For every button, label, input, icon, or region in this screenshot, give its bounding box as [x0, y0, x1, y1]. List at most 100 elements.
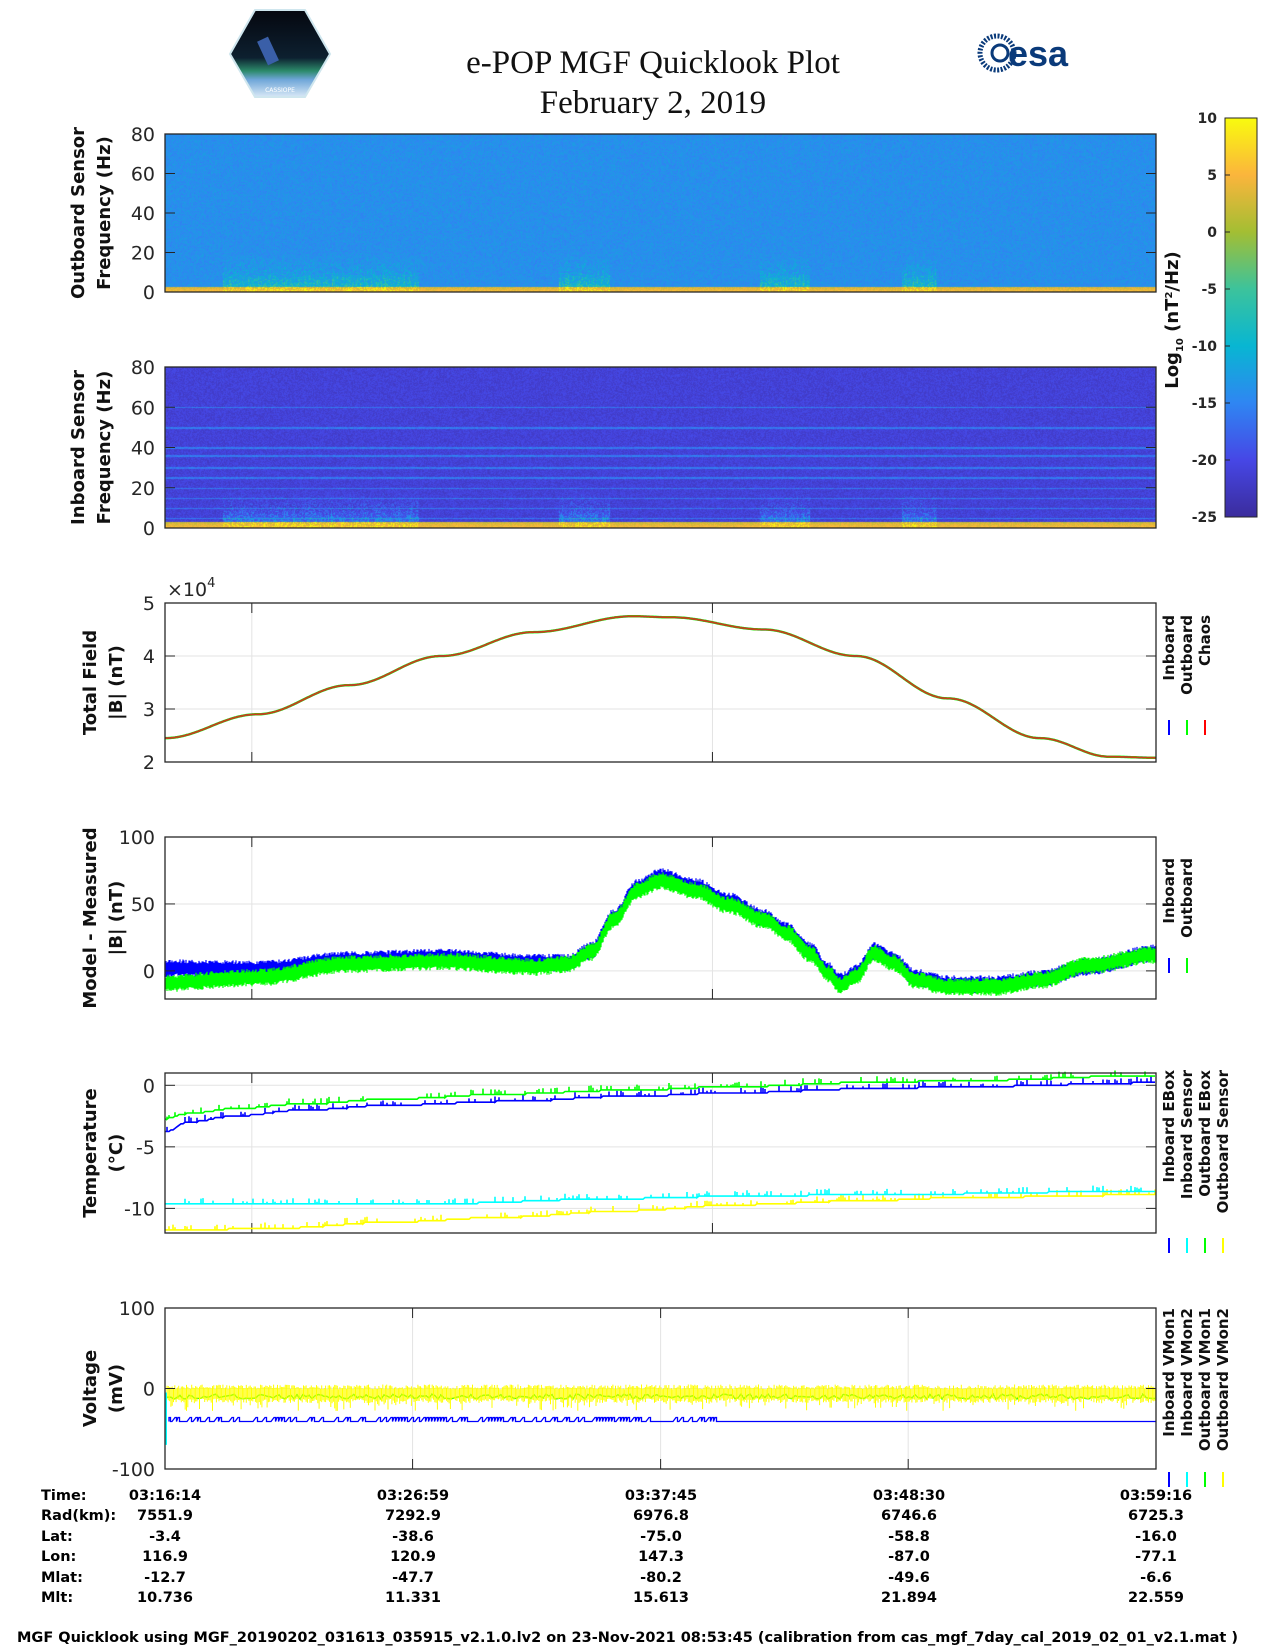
- plot-area: [165, 603, 1156, 762]
- esa-logo-text: esa: [1008, 33, 1069, 74]
- plot-area: [165, 1073, 1156, 1233]
- ephemeris-value: 6746.6: [881, 1508, 937, 1524]
- y-axis-label: Frequency (Hz): [94, 136, 115, 290]
- y-tick-label: 4: [143, 646, 155, 668]
- panel-volt: Inboard VMon1 Inboard VMon2 Outboard VMon1…: [80, 1298, 1232, 1487]
- ephemeris-value: 120.9: [390, 1549, 436, 1565]
- outboard-ebox-line: [165, 1070, 1155, 1121]
- plot-title: e-POP MGF Quicklook Plot: [466, 45, 840, 81]
- inboard-ebox-line: [165, 1076, 1155, 1133]
- y-tick-label: 3: [143, 699, 155, 721]
- y-axis-label: (°C): [106, 1134, 127, 1173]
- y-axis-label: Outboard Sensor: [68, 127, 89, 299]
- legend-label: Outboard: [1178, 858, 1196, 938]
- axes-frame: [164, 133, 1157, 293]
- y-axis-label: (mV): [106, 1364, 127, 1413]
- colorbar-tick-label: -20: [1192, 453, 1218, 469]
- y-tick-label: 60: [131, 397, 155, 419]
- y-axis-label: |B| (nT): [106, 645, 127, 720]
- colorbar: 10 5 0 -5 -10 -15 -20 -25 Log10 (nT2/Hz): [1162, 111, 1258, 526]
- ephemeris-value: 6725.3: [1128, 1508, 1184, 1524]
- ephemeris-value: 7292.9: [385, 1508, 441, 1524]
- y-tick-label: -10: [124, 1198, 155, 1220]
- ephemeris-row-label: Rad(km):: [41, 1508, 116, 1524]
- inboard-vmon1-line: [168, 1416, 1156, 1423]
- y-tick-label: 0: [143, 282, 155, 304]
- legend-label: Outboard EBox: [1196, 1070, 1214, 1197]
- axes-frame: [164, 602, 1157, 763]
- y-tick-label: 40: [131, 438, 155, 460]
- y-tick-label: 60: [131, 164, 155, 186]
- y-tick-label: 100: [119, 1298, 155, 1320]
- colorbar-label: Log10 (nT2/Hz): [1162, 251, 1186, 389]
- ephemeris-row-label: Lat:: [41, 1529, 73, 1545]
- ephemeris-value: 11.331: [385, 1590, 441, 1606]
- legend-label: Outboard VMon2: [1214, 1308, 1232, 1451]
- ephemeris-value: 03:37:45: [625, 1488, 697, 1504]
- ephemeris-value: 15.613: [633, 1590, 689, 1606]
- panel-temp: Inboard EBox Inboard Sensor Outboard EBox O…: [80, 1069, 1232, 1253]
- axes-frame: [164, 1072, 1157, 1234]
- y-tick-label: -100: [112, 1459, 155, 1481]
- legend-label: Outboard VMon1: [1196, 1308, 1214, 1451]
- ephemeris-value: 03:26:59: [377, 1488, 449, 1504]
- y-axis-label: Model - Measured: [80, 827, 101, 1008]
- axes-frame: [164, 836, 1157, 1000]
- ephemeris-value: -38.6: [392, 1529, 434, 1545]
- panel-spec_out: 0 20 40 60 80 Outboard Sensor Frequency (Hz): [68, 124, 1157, 304]
- plot-date: February 2, 2019: [540, 85, 766, 121]
- esa-logo: esa: [977, 33, 1069, 74]
- ephemeris-value: -49.6: [888, 1570, 930, 1586]
- y-tick-label: 100: [119, 827, 155, 849]
- ephemeris-value: -16.0: [1135, 1529, 1177, 1545]
- y-tick-label: 0: [143, 518, 155, 540]
- legend-label: Chaos: [1196, 615, 1214, 666]
- y-tick-label: 2: [143, 752, 155, 774]
- inboard-spectrogram: [165, 367, 1156, 528]
- legend-label: Inboard: [1160, 858, 1178, 924]
- colorbar-tick-label: -10: [1192, 339, 1218, 355]
- ephemeris-value: 22.559: [1128, 1590, 1184, 1606]
- ephemeris-table: Time: Rad(km): Lat: Lon: Mlat: Mlt: 03:16:14 75…: [41, 1488, 1192, 1606]
- ephemeris-value: -58.8: [888, 1529, 930, 1545]
- y-tick-label: 0: [143, 1379, 155, 1401]
- inboard-sensor-line: [165, 1185, 1155, 1205]
- ephemeris-value: 03:16:14: [129, 1488, 201, 1504]
- ephemeris-value: 10.736: [137, 1590, 193, 1606]
- cassiope-logo-text: CASSIOPE: [265, 87, 295, 94]
- ephemeris-value: 7551.9: [137, 1508, 193, 1524]
- ephemeris-value: 03:48:30: [873, 1488, 945, 1504]
- y-axis-label: Voltage: [80, 1350, 101, 1427]
- ephemeris-row-label: Time:: [41, 1488, 87, 1504]
- y-tick-label: 0: [143, 961, 155, 983]
- legend-label: Outboard: [1178, 615, 1196, 695]
- ephemeris-value: -47.7: [392, 1570, 434, 1586]
- legend-label: Inboard VMon1: [1160, 1308, 1178, 1437]
- y-axis-label: Frequency (Hz): [94, 371, 115, 525]
- colorbar-tick-label: -15: [1192, 396, 1217, 412]
- outboard-spectrogram: [165, 134, 1156, 292]
- satellite-icon: [257, 36, 279, 66]
- panel-spec_in: 0 20 40 60 80 Inboard Sensor Frequency (Hz): [68, 357, 1157, 540]
- y-axis-label: Temperature: [80, 1088, 101, 1217]
- y-tick-label: -5: [136, 1137, 155, 1159]
- y-tick-label: 40: [131, 203, 155, 225]
- ephemeris-value: -3.4: [149, 1529, 181, 1545]
- cassiope-logo: CASSIOPE: [228, 9, 332, 98]
- axes-frame: [164, 366, 1157, 529]
- colorbar-tick-label: 0: [1207, 225, 1217, 241]
- colorbar-tick-label: -25: [1192, 510, 1217, 526]
- ephemeris-value: -87.0: [888, 1549, 930, 1565]
- legend-label: Inboard VMon2: [1178, 1308, 1196, 1437]
- colorbar-tick-label: 10: [1198, 111, 1218, 127]
- ephemeris-row-label: Lon:: [41, 1549, 76, 1565]
- legend-label: Inboard Sensor: [1178, 1069, 1196, 1199]
- y-axis-label: Inboard Sensor: [68, 370, 89, 525]
- legend-label: Inboard: [1160, 615, 1178, 681]
- y-tick-label: 50: [131, 894, 155, 916]
- ephemeris-value: 03:59:16: [1120, 1488, 1192, 1504]
- panel-model: Inboard Outboard 0 50 100 Model - Measured |B|…: [80, 827, 1196, 1009]
- y-tick-label: 80: [131, 124, 155, 146]
